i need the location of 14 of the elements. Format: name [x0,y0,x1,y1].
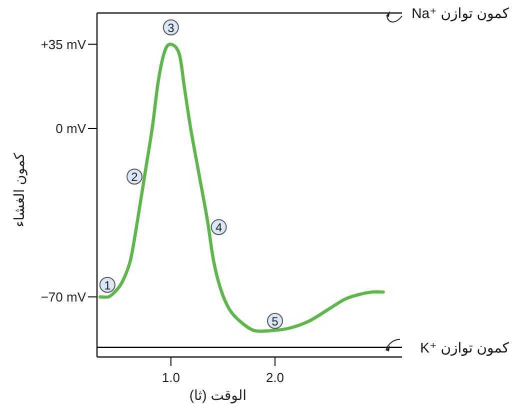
x-tick-label: 1.0 [162,370,180,385]
ref-line-label: كمون توازن K⁺ [420,339,510,356]
annotation: 3 [168,20,175,35]
annotation: 5 [272,314,279,328]
x-tick-label: 2.0 [266,370,284,385]
annotation: 2 [131,170,138,184]
annotation: 1 [104,278,112,292]
y-tick-label: +35 mV [40,36,86,52]
y-tick-label: 0 mV [56,120,86,136]
ref-line-label: كمون توازن Na⁺ [412,5,510,22]
annotation: 4 [215,220,222,235]
x-axis-title: الوقت (ثا) [189,387,247,404]
y-tick-label: −70 mV [40,289,86,304]
y-axis-title: كمون الغشاء [11,152,28,228]
